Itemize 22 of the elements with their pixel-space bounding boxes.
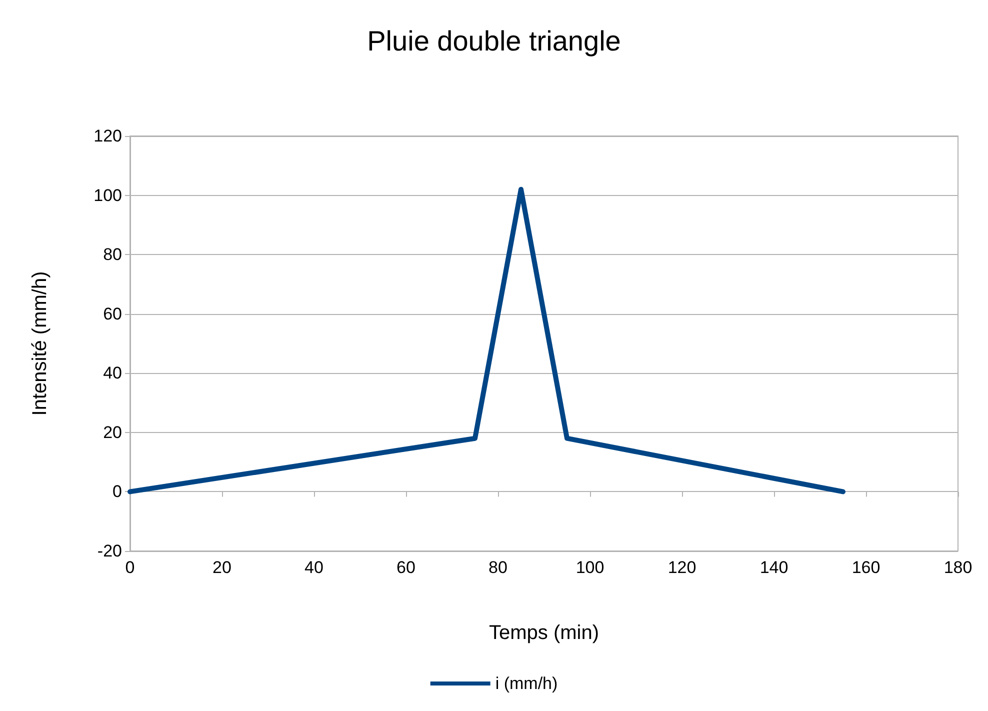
x-tick-label: 180 bbox=[944, 558, 972, 577]
y-tick-label: -20 bbox=[97, 542, 122, 560]
x-tick-label: 80 bbox=[488, 558, 508, 577]
x-tick-label: 20 bbox=[212, 558, 232, 577]
y-tick-label: 60 bbox=[103, 304, 122, 324]
y-axis-title: Intensité (mm/h) bbox=[29, 271, 51, 416]
y-tick-label: 40 bbox=[103, 364, 122, 383]
x-axis-title: Temps (min) bbox=[488, 622, 600, 644]
y-tick-label: 120 bbox=[94, 126, 122, 146]
x-tick-label: 40 bbox=[304, 558, 324, 577]
x-tick-label: 140 bbox=[760, 558, 788, 577]
y-tick-label: 100 bbox=[94, 186, 122, 205]
y-tick-label: 80 bbox=[103, 245, 122, 264]
legend-label: i (mm/h) bbox=[495, 674, 558, 693]
chart-title: Pluie double triangle bbox=[367, 26, 621, 56]
y-tick-label: 0 bbox=[112, 482, 122, 502]
x-tick-label: 100 bbox=[576, 558, 604, 577]
x-tick-label: 60 bbox=[396, 558, 416, 577]
x-tick-label: 120 bbox=[668, 558, 696, 577]
y-tick-label: 20 bbox=[103, 422, 122, 442]
x-tick-label: 0 bbox=[125, 558, 135, 577]
x-tick-label: 160 bbox=[852, 558, 880, 577]
